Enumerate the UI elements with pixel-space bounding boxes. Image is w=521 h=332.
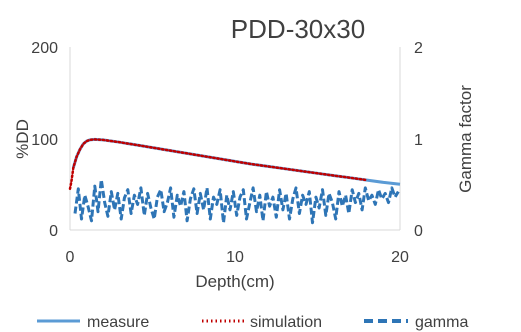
- y-tick-label-200: 200: [31, 40, 58, 57]
- legend-label-gamma: gamma: [415, 314, 468, 331]
- x-tick-label-0: 0: [66, 249, 75, 266]
- chart-title: PDD-30x30: [231, 14, 365, 44]
- x-tick-label-20: 20: [391, 249, 409, 266]
- x-tick-label-10: 10: [226, 249, 244, 266]
- y-tick-label-0: 0: [49, 223, 58, 240]
- series-line-gamma: [73, 178, 400, 225]
- y-axis-title: %DD: [13, 119, 32, 159]
- legend-label-simulation: simulation: [250, 314, 322, 331]
- y2-tick-label-2: 2: [414, 40, 423, 57]
- legend-label-measure: measure: [87, 314, 149, 331]
- y2-axis-title: Gamma factor: [456, 85, 475, 193]
- series-line-simulation: [68, 138, 369, 191]
- series-layer: [68, 137, 401, 225]
- y2-tick-label-1: 1: [414, 132, 423, 149]
- y2-tick-label-0: 0: [414, 223, 423, 240]
- legend: measure simulation gamma: [37, 314, 468, 331]
- x-axis-title: Depth(cm): [195, 272, 274, 291]
- y-tick-label-100: 100: [31, 132, 58, 149]
